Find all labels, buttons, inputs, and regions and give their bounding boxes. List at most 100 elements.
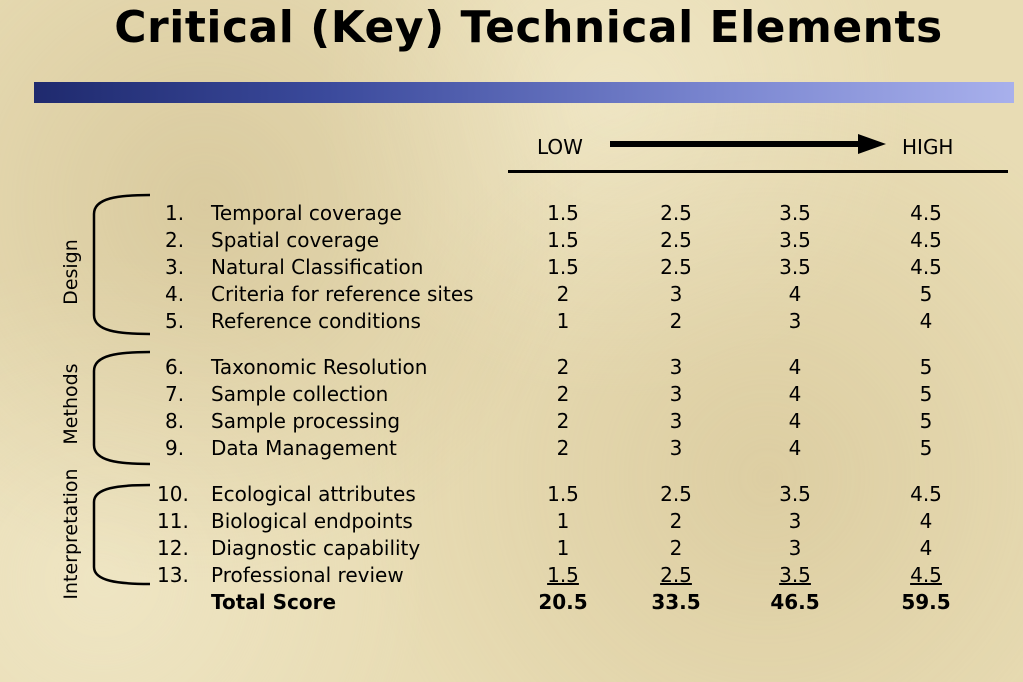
value-3: 3.5	[779, 201, 811, 225]
row-label: Professional review	[211, 563, 404, 587]
value-2: 3	[669, 436, 683, 460]
value-4: 4.5	[910, 201, 942, 225]
row-label: Taxonomic Resolution	[211, 355, 428, 379]
table-row: 11. Biological endpoints 1 2 3 4	[0, 508, 1023, 535]
row-label: Biological endpoints	[211, 509, 413, 533]
design-brace-icon	[92, 193, 151, 336]
value-4: 5	[919, 409, 933, 433]
row-number: 12.	[157, 536, 189, 560]
value-2: 2	[669, 536, 683, 560]
row-label: Sample collection	[211, 382, 389, 406]
value-2: 2	[669, 509, 683, 533]
total-value-1: 20.5	[538, 590, 588, 614]
row-number: 8.	[165, 409, 185, 433]
value-2: 3	[669, 382, 683, 406]
value-2: 3	[669, 355, 683, 379]
row-label: Sample processing	[211, 409, 401, 433]
value-3: 4	[788, 355, 802, 379]
row-number: 5.	[165, 309, 185, 333]
value-2: 3	[669, 282, 683, 306]
total-label: Total Score	[211, 590, 337, 614]
value-3: 4	[788, 409, 802, 433]
header-rule	[508, 170, 1008, 173]
value-1: 1.5	[547, 255, 579, 279]
row-number: 2.	[165, 228, 185, 252]
row-number: 7.	[165, 382, 185, 406]
value-3: 3.5	[779, 255, 811, 279]
row-number: 10.	[157, 482, 189, 506]
value-4: 5	[919, 436, 933, 460]
table-row: 13. Professional review 1.5 2.5 3.5 4.5	[0, 562, 1023, 589]
value-4: 5	[919, 355, 933, 379]
value-2: 2.5	[660, 255, 692, 279]
value-4: 4.5	[910, 482, 942, 506]
row-number: 4.	[165, 282, 185, 306]
value-3: 3	[788, 509, 802, 533]
table-row: 9. Data Management 2 3 4 5	[0, 435, 1023, 462]
value-1: 2	[556, 382, 570, 406]
table-row: 4. Criteria for reference sites 2 3 4 5	[0, 281, 1023, 308]
row-label: Temporal coverage	[211, 201, 402, 225]
value-4: 4	[919, 309, 933, 333]
right-arrow-icon	[610, 134, 886, 154]
value-2: 2.5	[660, 482, 692, 506]
value-1: 1.5	[547, 482, 579, 506]
row-label: Ecological attributes	[211, 482, 416, 506]
row-number: 1.	[165, 201, 185, 225]
value-4: 4.5	[910, 563, 942, 587]
row-label: Natural Classification	[211, 255, 424, 279]
value-3: 4	[788, 282, 802, 306]
row-label: Diagnostic capability	[211, 536, 421, 560]
value-3: 3.5	[779, 228, 811, 252]
value-3: 3	[788, 309, 802, 333]
row-number: 9.	[165, 436, 185, 460]
total-row: Total Score 20.5 33.5 46.5 59.5	[0, 589, 1023, 616]
value-4: 4	[919, 536, 933, 560]
value-1: 1.5	[547, 228, 579, 252]
value-2: 3	[669, 409, 683, 433]
value-1: 1.5	[547, 563, 579, 587]
table-row: 12. Diagnostic capability 1 2 3 4	[0, 535, 1023, 562]
value-4: 5	[919, 382, 933, 406]
row-number: 6.	[165, 355, 185, 379]
table-row: 6. Taxonomic Resolution 2 3 4 5	[0, 354, 1023, 381]
scale-high-label: HIGH	[902, 135, 954, 159]
row-number: 11.	[157, 509, 189, 533]
total-value-4: 59.5	[901, 590, 951, 614]
value-1: 2	[556, 409, 570, 433]
methods-brace-icon	[92, 350, 151, 466]
value-4: 4.5	[910, 255, 942, 279]
value-4: 5	[919, 282, 933, 306]
value-1: 1	[556, 309, 570, 333]
value-2: 2	[669, 309, 683, 333]
value-3: 3.5	[779, 482, 811, 506]
value-2: 2.5	[660, 201, 692, 225]
table-row: 8. Sample processing 2 3 4 5	[0, 408, 1023, 435]
value-1: 1	[556, 509, 570, 533]
row-label: Reference conditions	[211, 309, 421, 333]
value-4: 4.5	[910, 228, 942, 252]
table-row: 3. Natural Classification 1.5 2.5 3.5 4.…	[0, 254, 1023, 281]
table-row: 10. Ecological attributes 1.5 2.5 3.5 4.…	[0, 481, 1023, 508]
row-label: Criteria for reference sites	[211, 282, 474, 306]
value-3: 4	[788, 382, 802, 406]
total-value-2: 33.5	[651, 590, 701, 614]
value-1: 1.5	[547, 201, 579, 225]
row-number: 3.	[165, 255, 185, 279]
scale-low-label: LOW	[537, 135, 583, 159]
value-4: 4	[919, 509, 933, 533]
row-number: 13.	[157, 563, 189, 587]
interpretation-brace-icon	[92, 483, 151, 586]
value-2: 2.5	[660, 228, 692, 252]
value-1: 2	[556, 282, 570, 306]
table-row: 1. Temporal coverage 1.5 2.5 3.5 4.5	[0, 200, 1023, 227]
value-1: 2	[556, 355, 570, 379]
value-2: 2.5	[660, 563, 692, 587]
total-value-3: 46.5	[770, 590, 820, 614]
page-title: Critical (Key) Technical Elements	[114, 2, 943, 53]
value-3: 4	[788, 436, 802, 460]
value-1: 1	[556, 536, 570, 560]
value-1: 2	[556, 436, 570, 460]
value-3: 3.5	[779, 563, 811, 587]
row-label: Spatial coverage	[211, 228, 380, 252]
